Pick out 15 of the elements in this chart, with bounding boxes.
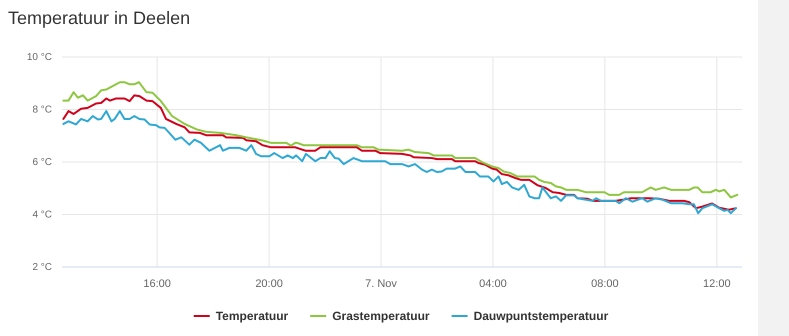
y-tick-label: 4 °C: [32, 210, 52, 221]
x-tick-label: 08:00: [591, 278, 619, 290]
y-tick-label: 10 °C: [26, 52, 52, 64]
y-tick-label: 6 °C: [32, 157, 52, 168]
y-tick-label: 8 °C: [32, 104, 52, 116]
x-tick-label: 04:00: [479, 278, 507, 290]
chart-title: Temperatuur in Deelen: [8, 8, 190, 28]
x-tick-label: 16:00: [143, 278, 171, 290]
y-tick-label: 2 °C: [32, 262, 52, 274]
legend-label: Temperatuur: [216, 309, 289, 323]
x-tick-label: 7. Nov: [365, 278, 398, 290]
legend-label: Grastemperatuur: [332, 309, 430, 323]
x-tick-label: 20:00: [255, 278, 283, 290]
x-tick-label: 12:00: [703, 278, 731, 290]
legend-label: Dauwpuntstemperatuur: [474, 309, 609, 323]
